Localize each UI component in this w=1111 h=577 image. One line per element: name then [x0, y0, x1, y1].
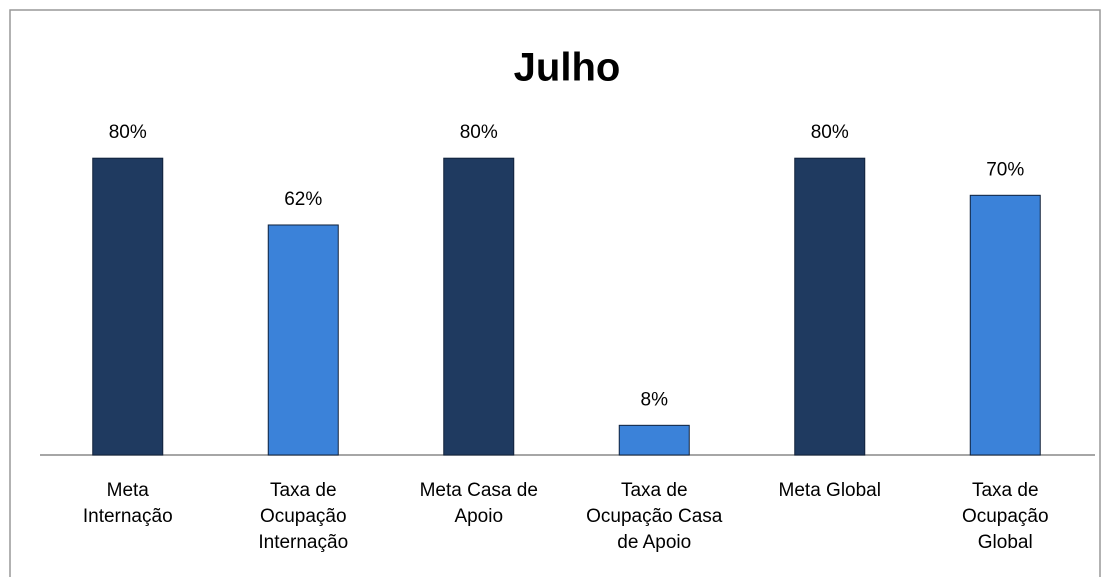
x-tick-label: Taxa de Ocupação Casa de Apoio: [586, 480, 723, 553]
chart-title: Julho: [514, 46, 621, 90]
x-tick-label: Taxa de Ocupação Internação: [258, 480, 349, 553]
bar: [443, 157, 515, 456]
x-tick-label: Taxa de Ocupação Global: [961, 480, 1049, 553]
bar: [794, 157, 866, 456]
x-tick-label: Meta Casa de Apoio: [419, 480, 538, 527]
data-label: 80%: [811, 122, 849, 143]
data-label: 80%: [109, 122, 147, 143]
data-label: 62%: [284, 189, 322, 210]
data-label: 70%: [986, 159, 1024, 180]
data-label: 80%: [460, 122, 498, 143]
chart-frame: [9, 9, 1101, 577]
x-tick-label: Meta Global: [778, 480, 881, 501]
bar: [92, 157, 164, 456]
bar: [969, 194, 1041, 456]
bar: [618, 424, 690, 456]
x-tick-label: Meta Internação: [82, 480, 173, 527]
bar: [267, 224, 339, 456]
data-label: 8%: [641, 389, 669, 410]
